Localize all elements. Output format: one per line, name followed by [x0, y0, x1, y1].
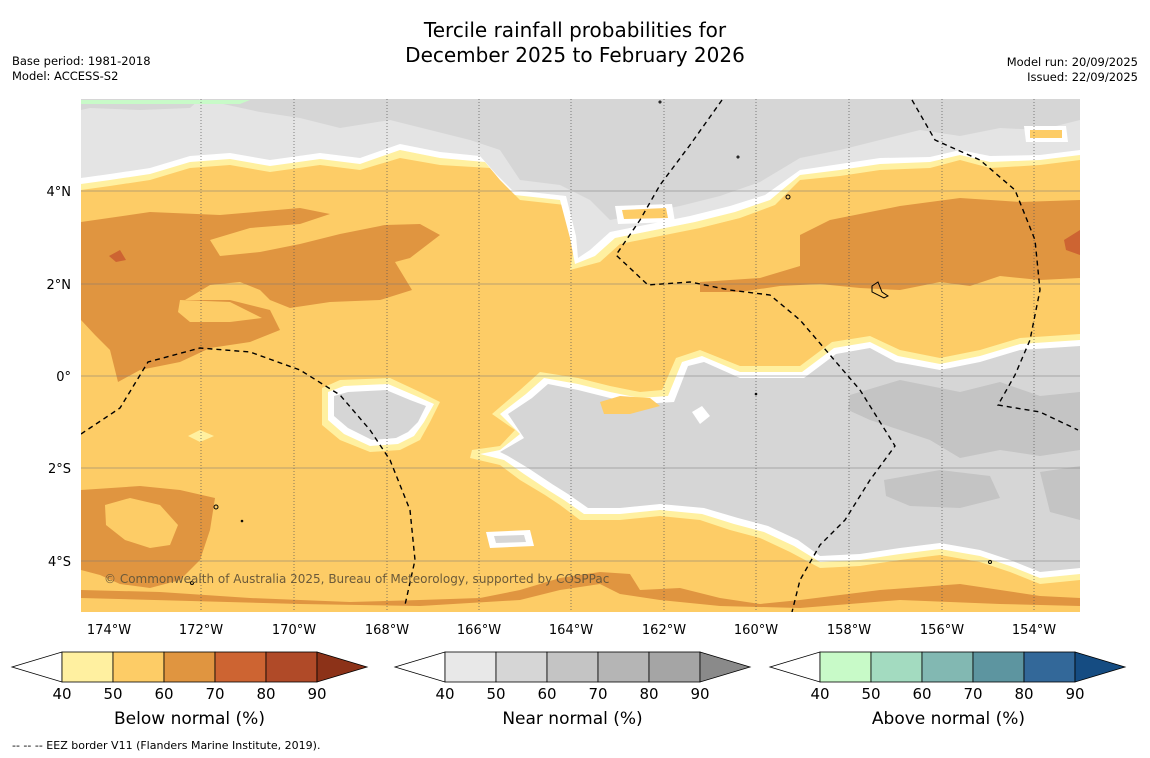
colorbar-above-tick: 50 — [861, 685, 880, 703]
colorbar-near-tick: 70 — [588, 685, 607, 703]
above-normal-sliver — [81, 100, 250, 104]
colorbar-label-near: Near normal (%) — [502, 709, 643, 729]
colorbar-above-swatch — [1023, 651, 1076, 683]
colorbar-near-swatch — [597, 651, 650, 683]
colorbar-below-swatch — [163, 651, 216, 683]
colorbar-above-under-extend — [768, 651, 821, 683]
colorbar-below-tick: 40 — [52, 685, 71, 703]
below-normal-patch-2 — [622, 208, 668, 219]
x-tick-label: 170°W — [272, 623, 316, 638]
colorbar-above-tick: 60 — [912, 685, 931, 703]
x-tick-label: 156°W — [920, 623, 964, 638]
colorbars: 40 50 60 70 80 90 40 50 60 70 80 90 40 50 60 70 80 90 — [10, 651, 1127, 703]
map-field — [81, 99, 1080, 612]
colorbar-near-swatch — [444, 651, 497, 683]
boundary-spot — [692, 406, 710, 424]
x-tick-label: 154°W — [1012, 623, 1056, 638]
colorbar-above-tick: 90 — [1065, 685, 1084, 703]
colorbar-below-tick: 50 — [103, 685, 122, 703]
y-axis-ticks: 4°N 2°N 0° 2°S 4°S — [47, 185, 72, 570]
y-tick-label: 4°S — [48, 555, 71, 570]
near-normal-60-70-se — [848, 380, 1080, 458]
eez-footnote: -- -- -- EEZ border V11 (Flanders Marine… — [12, 739, 321, 752]
x-tick-label: 166°W — [457, 623, 501, 638]
below-normal-inlet — [600, 396, 660, 414]
y-tick-label: 2°S — [48, 462, 71, 477]
colorbar-below-swatch — [61, 651, 114, 683]
colorbar-near-swatch — [648, 651, 701, 683]
colorbar-near-tick: 50 — [486, 685, 505, 703]
colorbar-near-over-extend — [699, 651, 752, 683]
colorbar-below-swatch — [265, 651, 318, 683]
colorbar-above-swatch — [921, 651, 974, 683]
meta-right: Model run: 20/09/2025 Issued: 22/09/2025 — [1007, 55, 1138, 85]
below-normal-inset — [178, 300, 262, 322]
colorbar-near-swatch — [546, 651, 599, 683]
x-tick-label: 172°W — [179, 623, 223, 638]
y-tick-label: 4°N — [47, 185, 72, 200]
model-name: Model: ACCESS-S2 — [12, 69, 119, 83]
latitude-lines — [81, 190, 1080, 562]
issued-date: Issued: 22/09/2025 — [1027, 70, 1138, 84]
colorbar-above-tick: 80 — [1014, 685, 1033, 703]
colorbar-near-tick: 40 — [435, 685, 454, 703]
colorbar-below-over-extend — [316, 651, 369, 683]
below-normal-patch — [1030, 130, 1062, 138]
near-normal-60-70-patch-2 — [1040, 466, 1080, 520]
colorbar-above-swatch — [819, 651, 872, 683]
x-tick-label: 158°W — [827, 623, 871, 638]
colorbar-near-tick: 80 — [639, 685, 658, 703]
below-normal-60-70-region-west — [81, 208, 440, 382]
meta-left: Base period: 1981-2018 Model: ACCESS-S2 — [12, 54, 151, 84]
eez-borders — [81, 99, 1079, 612]
x-tick-label: 168°W — [365, 623, 409, 638]
near-normal-50-60-region — [200, 99, 1080, 220]
below-normal-60-70-region-east — [700, 198, 1080, 292]
colorbar-below-swatch — [214, 651, 267, 683]
below-normal-70-80-east — [1064, 230, 1080, 255]
colorbar-near-swatch — [495, 651, 548, 683]
colorbar-near-tick: 90 — [690, 685, 709, 703]
colorbar-below-tick: 90 — [307, 685, 326, 703]
x-tick-label: 174°W — [87, 623, 131, 638]
colorbar-below-tick: 70 — [205, 685, 224, 703]
colorbar-above-swatch — [870, 651, 923, 683]
base-period: Base period: 1981-2018 — [12, 54, 151, 68]
colorbar-above-over-extend — [1074, 651, 1127, 683]
colorbar-near-tick: 60 — [537, 685, 556, 703]
x-tick-label: 162°W — [642, 623, 686, 638]
colorbar-label-below: Below normal (%) — [114, 709, 265, 729]
near-normal-island — [334, 390, 426, 440]
x-tick-label: 160°W — [734, 623, 778, 638]
below-normal-inset-sw — [105, 498, 178, 548]
title-line-2: December 2025 to February 2026 — [405, 43, 745, 67]
near-normal-patch-2 — [494, 535, 526, 543]
colorbar-above-tick: 70 — [963, 685, 982, 703]
x-tick-label: 164°W — [549, 623, 593, 638]
colorbar-above-tick: 40 — [810, 685, 829, 703]
colorbar-label-above: Above normal (%) — [871, 709, 1026, 729]
x-axis-ticks: 174°W 172°W 170°W 168°W 166°W 164°W 162°… — [87, 623, 1056, 638]
islands — [190, 100, 992, 585]
below-normal-70-80-spot — [109, 250, 126, 262]
model-run: Model run: 20/09/2025 — [1006, 55, 1138, 69]
colorbar-below-tick: 80 — [256, 685, 275, 703]
y-tick-label: 0° — [56, 370, 71, 385]
colorbar-below-tick: 60 — [154, 685, 173, 703]
title-line-1: Tercile rainfall probabilities for — [423, 18, 727, 42]
copyright-notice: © Commonwealth of Australia 2025, Bureau… — [104, 572, 609, 586]
colorbar-above-swatch — [972, 651, 1025, 683]
colorbar-below-swatch — [112, 651, 165, 683]
colorbar-below-under-extend — [10, 651, 63, 683]
y-tick-label: 2°N — [47, 278, 72, 293]
colorbar-near-under-extend — [393, 651, 446, 683]
map-title: Tercile rainfall probabilities for Decem… — [0, 18, 1150, 68]
below-normal-south-rim — [81, 584, 1080, 612]
